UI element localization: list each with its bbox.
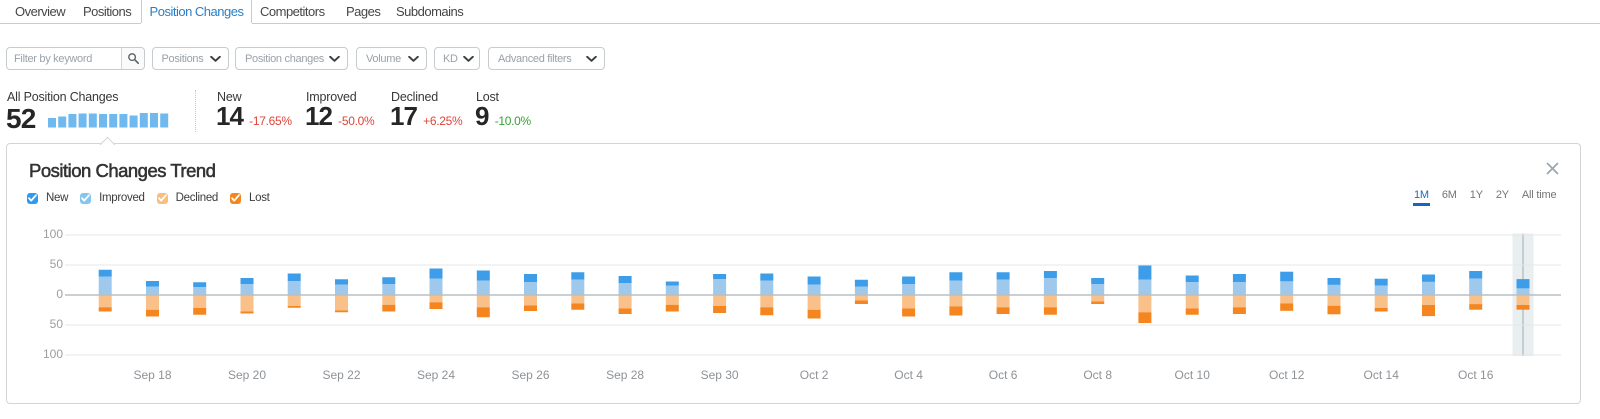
svg-text:Sep 22: Sep 22 <box>322 368 360 382</box>
svg-text:Sep 28: Sep 28 <box>606 368 644 382</box>
svg-text:Sep 24: Sep 24 <box>417 368 455 382</box>
svg-text:Oct 4: Oct 4 <box>894 368 923 382</box>
svg-text:Oct 2: Oct 2 <box>800 368 829 382</box>
svg-text:Oct 10: Oct 10 <box>1175 368 1211 382</box>
svg-text:Oct 8: Oct 8 <box>1083 368 1112 382</box>
svg-text:Oct 12: Oct 12 <box>1269 368 1305 382</box>
svg-text:0: 0 <box>56 287 63 301</box>
svg-text:Oct 16: Oct 16 <box>1458 368 1494 382</box>
svg-text:100: 100 <box>43 347 63 361</box>
svg-text:Oct 14: Oct 14 <box>1364 368 1400 382</box>
svg-text:100: 100 <box>43 227 63 241</box>
svg-text:50: 50 <box>50 317 64 331</box>
svg-text:Sep 26: Sep 26 <box>511 368 549 382</box>
svg-text:Oct 6: Oct 6 <box>989 368 1018 382</box>
svg-text:50: 50 <box>50 257 64 271</box>
svg-text:Sep 20: Sep 20 <box>228 368 266 382</box>
svg-text:Sep 18: Sep 18 <box>133 368 171 382</box>
svg-text:Sep 30: Sep 30 <box>701 368 739 382</box>
